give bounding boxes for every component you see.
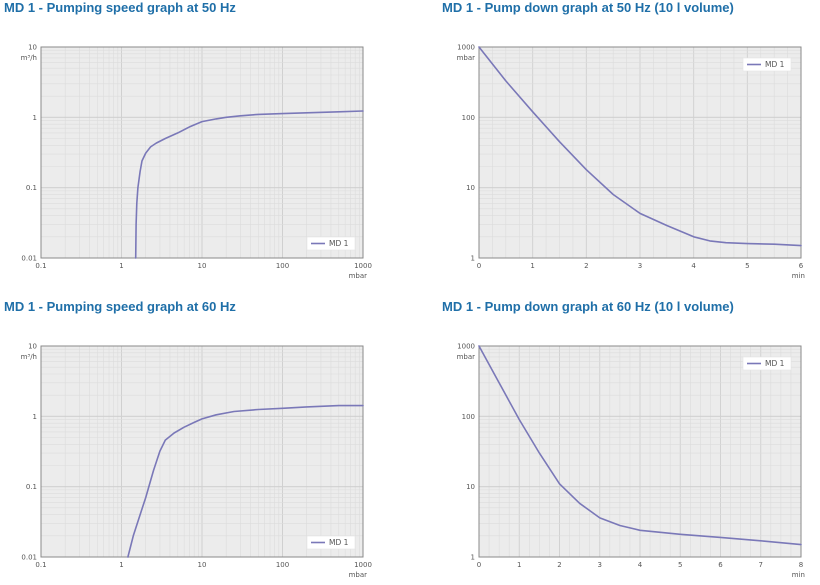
- y-tick-label: 10: [28, 343, 37, 351]
- chart-title: MD 1 - Pump down graph at 50 Hz (10 l vo…: [442, 0, 734, 15]
- x-tick-labels: 0 1 2 3 4 5 6 7 8: [477, 561, 803, 569]
- y-tick-label: 10: [28, 44, 37, 52]
- x-tick-label: 100: [276, 262, 289, 270]
- chart-title: MD 1 - Pump down graph at 60 Hz (10 l vo…: [442, 299, 734, 314]
- x-tick-label: 0: [477, 262, 481, 270]
- x-tick-label: 3: [598, 561, 602, 569]
- y-tick-label: 0.01: [21, 255, 37, 263]
- x-tick-label: 1000: [354, 262, 372, 270]
- legend-box: [742, 57, 792, 72]
- y-tick-label: 1: [471, 554, 475, 562]
- plot-frame: [478, 345, 802, 558]
- x-tick-label: 100: [276, 561, 289, 569]
- y-tick-labels: 1 10 100 1000: [457, 343, 475, 562]
- y-tick-label: 0.1: [26, 184, 37, 192]
- series-line-md1: [127, 404, 364, 558]
- y-tick-labels: 0.01 0.1 1 10: [21, 343, 37, 562]
- y-tick-labels: 0.01 0.1 1 10: [21, 44, 37, 263]
- y-tick-labels: 1 10 100 1000: [457, 44, 475, 263]
- y-tick-label: 1: [33, 114, 37, 122]
- x-tick-label: 1: [119, 561, 123, 569]
- vertical-grid: [40, 346, 364, 557]
- y-tick-label: 1: [471, 255, 475, 263]
- x-tick-labels: 0.1 1 10 100 1000: [35, 561, 371, 569]
- vertical-grid: [478, 47, 802, 258]
- y-tick-label: 1000: [457, 44, 475, 52]
- series-line-md1: [478, 46, 802, 247]
- x-tick-label: 4: [638, 561, 643, 569]
- x-tick-labels: 0.1 1 10 100 1000: [35, 262, 371, 270]
- x-tick-label: 1: [530, 262, 534, 270]
- x-tick-label: 5: [745, 262, 749, 270]
- x-tick-label: 10: [198, 262, 207, 270]
- chart-title: MD 1 - Pumping speed graph at 60 Hz: [4, 299, 236, 314]
- legend-label: MD 1: [765, 60, 785, 69]
- x-tick-label: 4: [691, 262, 696, 270]
- x-unit-label: min: [792, 571, 805, 579]
- x-tick-label: 1000: [354, 561, 372, 569]
- series-line-md1: [478, 345, 802, 546]
- y-tick-label: 1: [33, 413, 37, 421]
- legend: MD 1: [742, 57, 792, 72]
- x-tick-label: 1: [517, 561, 521, 569]
- series-line-md1: [134, 110, 364, 259]
- legend-box: [306, 535, 356, 550]
- x-tick-label: 7: [759, 561, 763, 569]
- y-unit-label: m³/h: [21, 54, 37, 62]
- y-unit-label: m³/h: [21, 353, 37, 361]
- y-tick-label: 0.01: [21, 554, 37, 562]
- y-unit-label: mbar: [457, 353, 476, 361]
- x-unit-label: min: [792, 272, 805, 280]
- x-tick-label: 1: [119, 262, 123, 270]
- legend: MD 1: [306, 236, 356, 251]
- legend-label: MD 1: [765, 359, 785, 368]
- legend-label: MD 1: [329, 239, 349, 248]
- x-tick-labels: 0 1 2 3 4 5 6: [477, 262, 804, 270]
- horizontal-grid: [479, 46, 801, 259]
- x-unit-label: mbar: [349, 272, 368, 280]
- y-tick-label: 10: [466, 184, 475, 192]
- y-tick-label: 1000: [457, 343, 475, 351]
- x-tick-label: 6: [799, 262, 804, 270]
- plot-frame: [478, 46, 802, 259]
- y-tick-label: 100: [462, 114, 475, 122]
- x-tick-label: 0: [477, 561, 481, 569]
- x-tick-label: 8: [799, 561, 803, 569]
- horizontal-grid: [41, 345, 363, 558]
- x-tick-label: 0.1: [35, 262, 46, 270]
- legend: MD 1: [742, 356, 792, 371]
- legend: MD 1: [306, 535, 356, 550]
- plot-frame: [40, 46, 364, 259]
- y-tick-label: 10: [466, 483, 475, 491]
- plot-frame: [40, 345, 364, 558]
- y-tick-label: 0.1: [26, 483, 37, 491]
- legend-label: MD 1: [329, 538, 349, 547]
- legend-box: [742, 356, 792, 371]
- y-tick-label: 100: [462, 413, 475, 421]
- y-unit-label: mbar: [457, 54, 476, 62]
- x-tick-label: 6: [718, 561, 723, 569]
- x-tick-label: 2: [584, 262, 588, 270]
- legend-box: [306, 236, 356, 251]
- x-tick-label: 3: [638, 262, 642, 270]
- x-tick-label: 10: [198, 561, 207, 569]
- x-tick-label: 5: [678, 561, 682, 569]
- x-unit-label: mbar: [349, 571, 368, 579]
- chart-title: MD 1 - Pumping speed graph at 50 Hz: [4, 0, 236, 15]
- x-tick-label: 2: [557, 561, 561, 569]
- x-tick-label: 0.1: [35, 561, 46, 569]
